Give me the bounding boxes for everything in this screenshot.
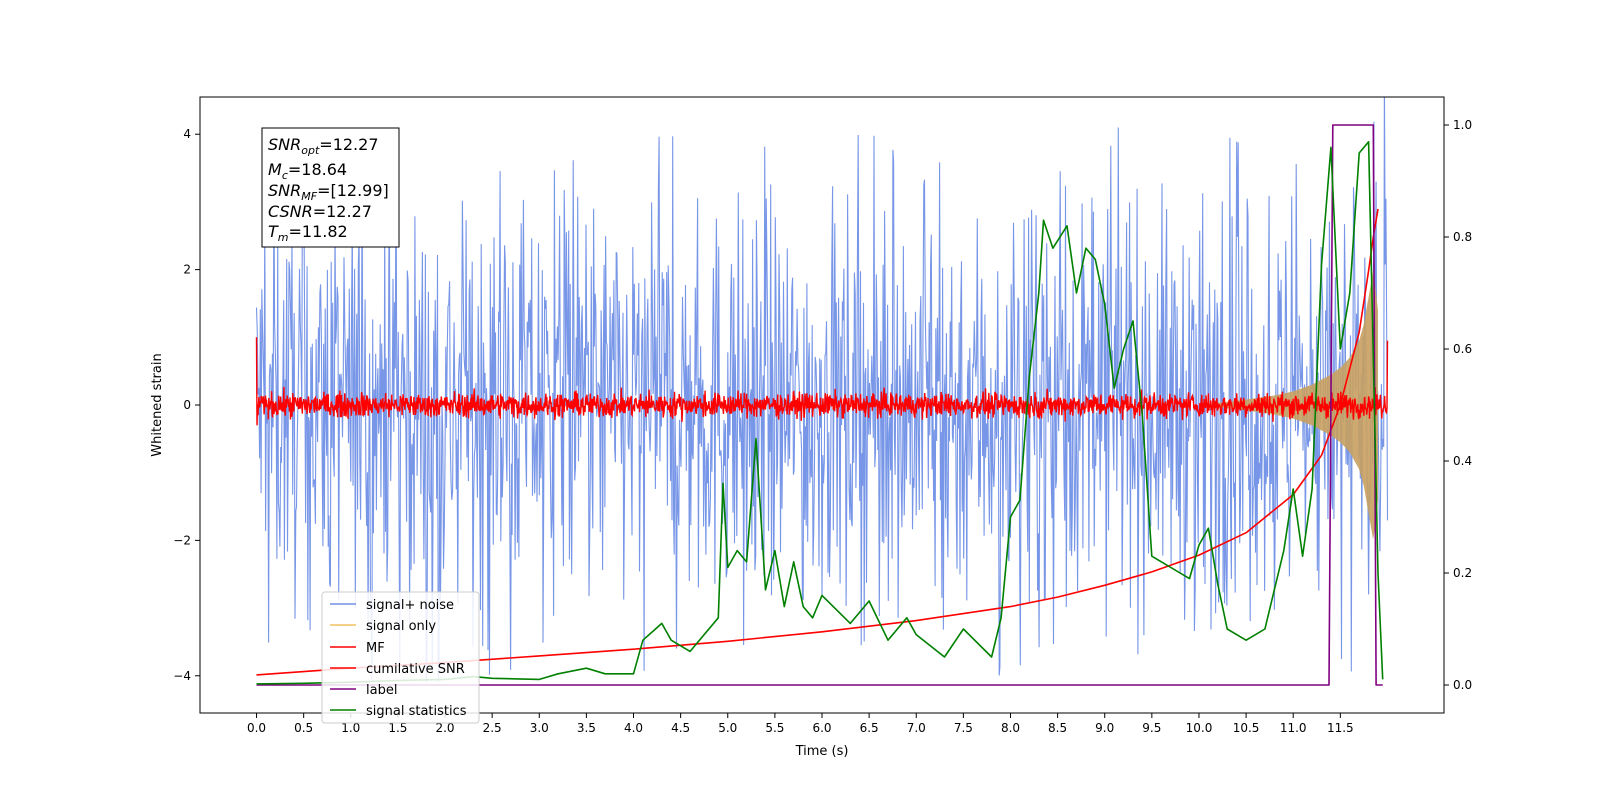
x-tick-label: 8.5	[1048, 721, 1067, 735]
x-tick-label: 5.5	[765, 721, 784, 735]
y-left-tick-label: 2	[183, 263, 191, 277]
legend-item-label: label	[330, 683, 397, 698]
legend-item-mf: MF	[330, 641, 385, 656]
y-left-tick-label: 4	[183, 127, 191, 141]
series-mf	[255, 337, 1389, 426]
y-right-tick-label: 0.4	[1453, 454, 1472, 468]
x-tick-label: 8.0	[1001, 721, 1020, 735]
x-tick-label: 0.0	[247, 721, 266, 735]
legend-label-signal-noise: signal+ noise	[366, 598, 454, 613]
x-tick-label: 3.0	[530, 721, 549, 735]
legend-item-cumulative-snr: cumilative SNR	[330, 662, 465, 677]
series-cumulative-snr	[256, 208, 1379, 676]
y-left-tick-label: 0	[183, 398, 191, 412]
info-tm: Tm=11.82	[268, 222, 348, 244]
y-axis-left-label: Whitened strain	[150, 353, 165, 456]
legend-label-signal-only: signal only	[366, 619, 436, 634]
x-tick-label: 7.5	[954, 721, 973, 735]
x-tick-label: 7.0	[907, 721, 926, 735]
x-tick-label: 11.5	[1327, 721, 1354, 735]
x-tick-label: 2.0	[435, 721, 454, 735]
legend-label-cumulative-snr: cumilative SNR	[366, 662, 465, 677]
info-box: SNRopt=12.27 Mc=18.64 SNRMF=[12.99] CSNR…	[261, 127, 400, 248]
info-snr-opt: SNRopt=12.27	[268, 135, 379, 157]
y-right-tick-label: 0.6	[1453, 342, 1472, 356]
y-left-tick-label: −4	[173, 669, 191, 683]
x-axis-ticks: 0.0 0.5 1.0 1.5 2.0 2.5 3.0 3.5 4.0 4.5 5.0 5.5 6.0 6…	[247, 713, 1354, 735]
legend-label-mf: MF	[366, 641, 385, 656]
info-chirp-mass: Mc=18.64	[268, 160, 347, 182]
x-tick-label: 9.0	[1095, 721, 1114, 735]
y-right-tick-label: 1.0	[1453, 118, 1472, 132]
legend-item-signal-only: signal only	[330, 619, 436, 634]
x-tick-label: 10.0	[1186, 721, 1213, 735]
y-axis-left-ticks: 4 2 0 −2 −4	[173, 127, 200, 683]
y-right-tick-label: 0.8	[1453, 230, 1472, 244]
series-label	[256, 124, 1383, 686]
legend-frame	[321, 591, 480, 724]
x-tick-label: 4.5	[671, 721, 690, 735]
series-signal-statistics	[256, 141, 1384, 685]
series-layer	[255, 97, 1389, 686]
x-tick-label: 11.0	[1280, 721, 1307, 735]
legend-item-signal-statistics: signal statistics	[330, 704, 467, 719]
y-left-tick-label: −2	[173, 533, 191, 547]
x-tick-label: 1.5	[388, 721, 407, 735]
x-tick-label: 1.0	[341, 721, 360, 735]
x-tick-label: 9.5	[1142, 721, 1161, 735]
y-axis-right-ticks: 1.0 0.8 0.6 0.4 0.2 0.0	[1444, 118, 1472, 692]
x-tick-label: 2.5	[483, 721, 502, 735]
x-tick-label: 6.5	[860, 721, 879, 735]
y-right-tick-label: 0.2	[1453, 566, 1472, 580]
x-tick-label: 5.0	[718, 721, 737, 735]
x-tick-label: 10.5	[1233, 721, 1260, 735]
x-tick-label: 0.5	[294, 721, 313, 735]
legend-label-label: label	[366, 683, 397, 698]
legend-label-signal-statistics: signal statistics	[366, 704, 467, 719]
legend: signal+ noise signal only MF cumilative …	[321, 591, 480, 724]
x-tick-label: 6.0	[812, 721, 831, 735]
info-snr-mf: SNRMF=[12.99]	[268, 181, 389, 203]
legend-item-signal-noise: signal+ noise	[330, 598, 454, 613]
info-csnr: CSNR=12.27	[268, 202, 372, 221]
x-tick-label: 3.5	[577, 721, 596, 735]
x-axis-label: Time (s)	[795, 744, 849, 759]
info-box-frame	[261, 127, 400, 248]
x-tick-label: 4.0	[624, 721, 643, 735]
y-right-tick-label: 0.0	[1453, 678, 1472, 692]
